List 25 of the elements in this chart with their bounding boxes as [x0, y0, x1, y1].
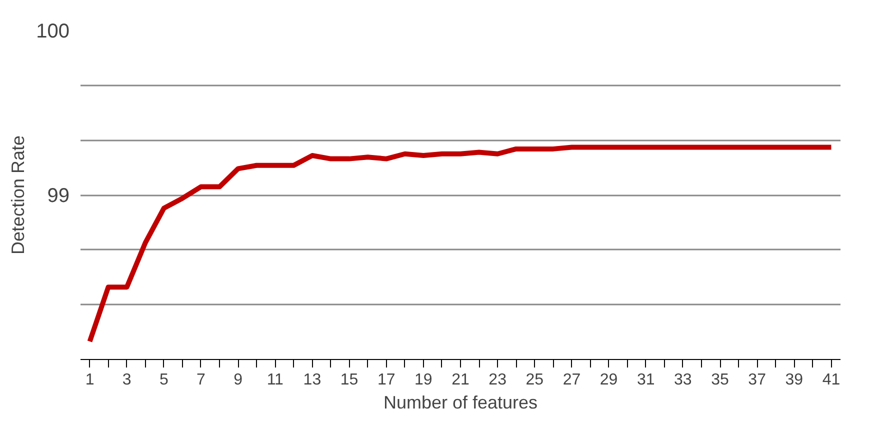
y-axis-title: Detection Rate [8, 135, 28, 255]
y-tick-label: 100 [36, 20, 70, 42]
x-tick-label: 3 [122, 372, 132, 388]
x-tick-label: 31 [636, 372, 655, 388]
x-tick-label: 13 [303, 372, 322, 388]
y-tick-label: 99 [47, 185, 70, 207]
x-tick-label: 25 [526, 372, 544, 388]
x-tick-label: 21 [452, 372, 470, 388]
x-tick-label: 37 [748, 372, 766, 388]
x-tick-label: 5 [159, 372, 168, 388]
x-tick-label: 7 [196, 372, 206, 388]
x-tick-label: 23 [488, 372, 507, 388]
x-tick-label: 29 [600, 372, 618, 388]
x-tick-label: 15 [340, 372, 358, 388]
x-tick-label: 11 [266, 372, 284, 388]
x-tick-label: 27 [562, 372, 581, 388]
x-tick-label: 19 [414, 372, 432, 388]
x-tick-label: 1 [85, 372, 94, 388]
x-tick-label: 41 [822, 372, 840, 388]
x-tick-label: 9 [234, 372, 243, 388]
x-tick-label: 17 [377, 372, 396, 388]
x-tick-label: 33 [674, 372, 692, 388]
x-tick-label: 39 [785, 372, 804, 388]
x-tick-label: 35 [711, 372, 730, 388]
x-axis-title: Number of features [383, 392, 538, 412]
